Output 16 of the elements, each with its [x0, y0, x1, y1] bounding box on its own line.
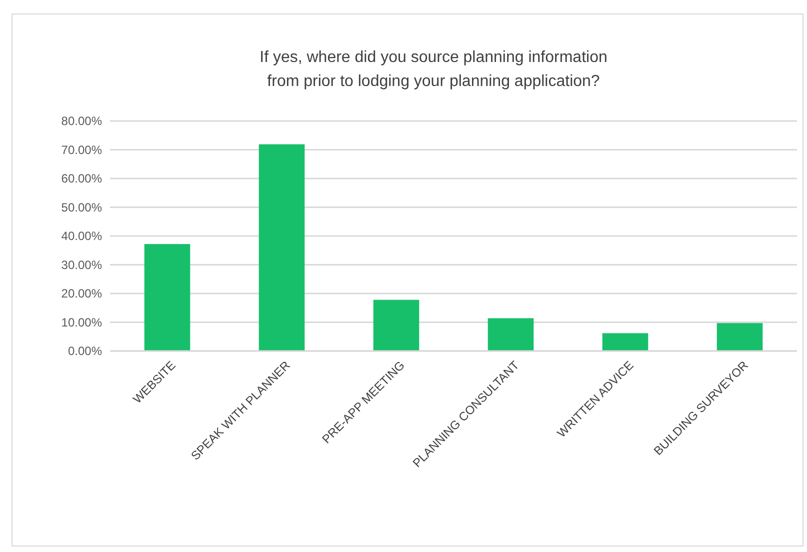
bar	[373, 300, 420, 351]
y-tick-label: 20.00%	[61, 286, 102, 301]
y-tick-label: 50.00%	[61, 200, 102, 214]
y-tick-label: 0.00%	[68, 344, 102, 358]
y-tick-label: 60.00%	[61, 172, 102, 186]
y-tick-label: 40.00%	[61, 229, 102, 244]
bar	[144, 244, 190, 351]
y-tick-label: 30.00%	[61, 258, 102, 272]
bar	[602, 333, 648, 351]
bar	[488, 318, 534, 351]
y-tick-label: 80.00%	[61, 114, 102, 128]
y-tick-label: 70.00%	[61, 142, 102, 157]
y-tick-label: 10.00%	[61, 315, 102, 330]
bar	[716, 323, 763, 351]
chart-title: If yes, where did you source planning information from prior to lodging your planning application?	[260, 49, 608, 90]
bar	[258, 144, 305, 351]
